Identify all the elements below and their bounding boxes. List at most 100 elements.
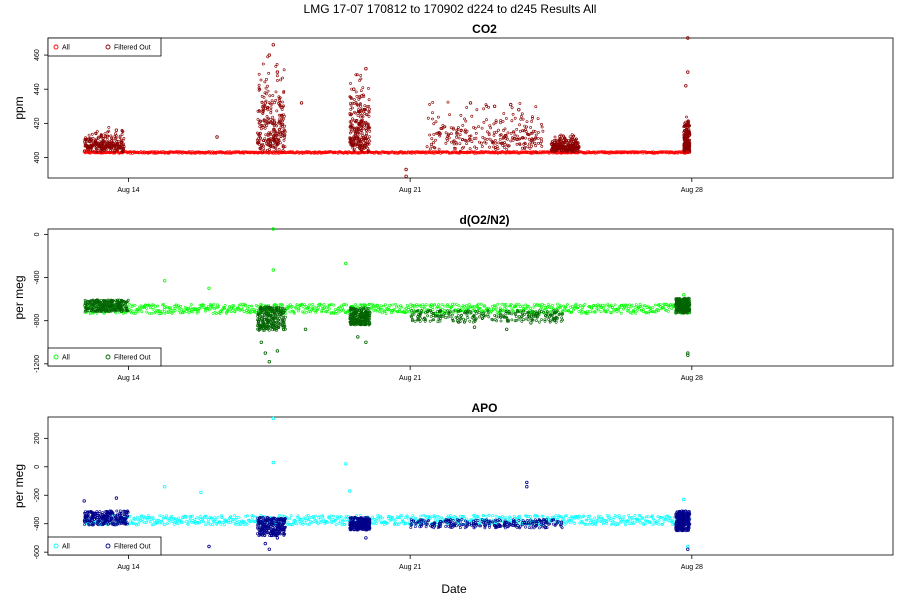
data-point <box>263 351 267 355</box>
data-point <box>344 261 348 266</box>
point-filtered <box>483 137 487 141</box>
point-all <box>479 302 483 306</box>
point-filtered <box>506 131 510 135</box>
point-all <box>556 302 559 306</box>
point-filtered <box>410 309 414 313</box>
point-all <box>465 303 469 307</box>
point-all <box>148 312 151 315</box>
point-filtered <box>538 320 541 324</box>
point-filtered <box>367 135 371 139</box>
point-all <box>322 303 326 306</box>
panel-ylabel: ppm <box>12 96 26 119</box>
series-all-cloud <box>83 513 692 527</box>
point-filtered <box>119 143 123 147</box>
point-all <box>644 311 648 315</box>
point-all <box>145 310 149 314</box>
point-filtered <box>267 71 271 75</box>
point-all <box>551 303 554 307</box>
point-all <box>292 151 296 155</box>
point-all <box>231 306 235 310</box>
y-tick-label: -200 <box>34 488 41 502</box>
point-filtered <box>455 135 458 139</box>
point-filtered <box>86 144 89 148</box>
point-filtered <box>111 139 115 142</box>
point-filtered <box>279 123 283 126</box>
point-filtered <box>104 135 108 139</box>
point-filtered <box>502 145 506 149</box>
point-filtered <box>541 129 545 133</box>
point-filtered <box>509 139 513 143</box>
point-filtered <box>685 115 688 119</box>
figure-suptitle: LMG 17-07 170812 to 170902 d224 to d245 … <box>304 2 597 16</box>
point-filtered <box>481 135 485 139</box>
point-filtered <box>465 142 469 146</box>
point-filtered <box>94 143 98 147</box>
panel-title: CO2 <box>472 22 497 36</box>
point-filtered <box>504 117 508 120</box>
point-all <box>383 303 387 307</box>
point-filtered <box>435 310 439 314</box>
point-filtered <box>499 121 502 125</box>
point-filtered <box>499 119 503 122</box>
point-filtered <box>477 125 480 129</box>
point-all <box>202 520 206 524</box>
point-filtered <box>432 132 436 136</box>
point-filtered <box>470 114 474 118</box>
point-filtered <box>121 146 125 150</box>
point-filtered <box>108 146 112 150</box>
point-all <box>405 303 409 307</box>
point-filtered <box>368 129 372 133</box>
y-tick-label: -600 <box>34 545 41 559</box>
point-filtered <box>368 139 372 143</box>
point-filtered <box>539 137 543 141</box>
point-filtered <box>278 128 281 132</box>
point-all <box>177 309 181 313</box>
point-filtered <box>95 130 99 133</box>
point-filtered <box>466 316 470 320</box>
x-tick-label: Aug 14 <box>117 564 139 571</box>
point-filtered <box>502 112 506 115</box>
series-all-cloud <box>83 302 691 316</box>
point-filtered <box>505 148 509 151</box>
point-filtered <box>277 147 281 151</box>
point-filtered <box>514 315 518 318</box>
point-filtered <box>114 132 117 136</box>
point-filtered <box>475 146 479 150</box>
point-filtered <box>431 117 434 121</box>
y-tick-label: 0 <box>34 465 41 469</box>
point-filtered <box>510 318 514 322</box>
point-filtered <box>480 145 484 148</box>
data-point <box>517 107 521 112</box>
point-filtered <box>265 78 268 81</box>
x-tick-label: Aug 14 <box>117 187 139 194</box>
point-all <box>288 303 292 307</box>
point-filtered <box>437 147 441 151</box>
point-all <box>518 305 522 309</box>
point-all <box>148 520 152 524</box>
point-all <box>520 150 524 154</box>
point-all <box>156 304 160 308</box>
point-all <box>332 303 336 307</box>
point-filtered <box>283 315 287 319</box>
point-filtered <box>515 134 519 138</box>
point-filtered <box>116 142 120 146</box>
point-filtered <box>488 124 492 128</box>
point-all <box>208 151 212 155</box>
point-filtered <box>367 98 371 102</box>
point-filtered <box>492 133 496 137</box>
point-all <box>137 523 141 526</box>
plot-frame <box>47 37 894 179</box>
point-filtered <box>530 120 534 123</box>
point-all <box>187 519 191 523</box>
point-all <box>522 150 526 154</box>
point-filtered <box>275 63 279 66</box>
point-all <box>394 302 397 306</box>
point-filtered <box>268 94 272 98</box>
point-filtered <box>113 145 117 149</box>
plot-frame <box>47 416 894 556</box>
point-filtered <box>268 120 272 124</box>
point-all <box>150 312 154 315</box>
